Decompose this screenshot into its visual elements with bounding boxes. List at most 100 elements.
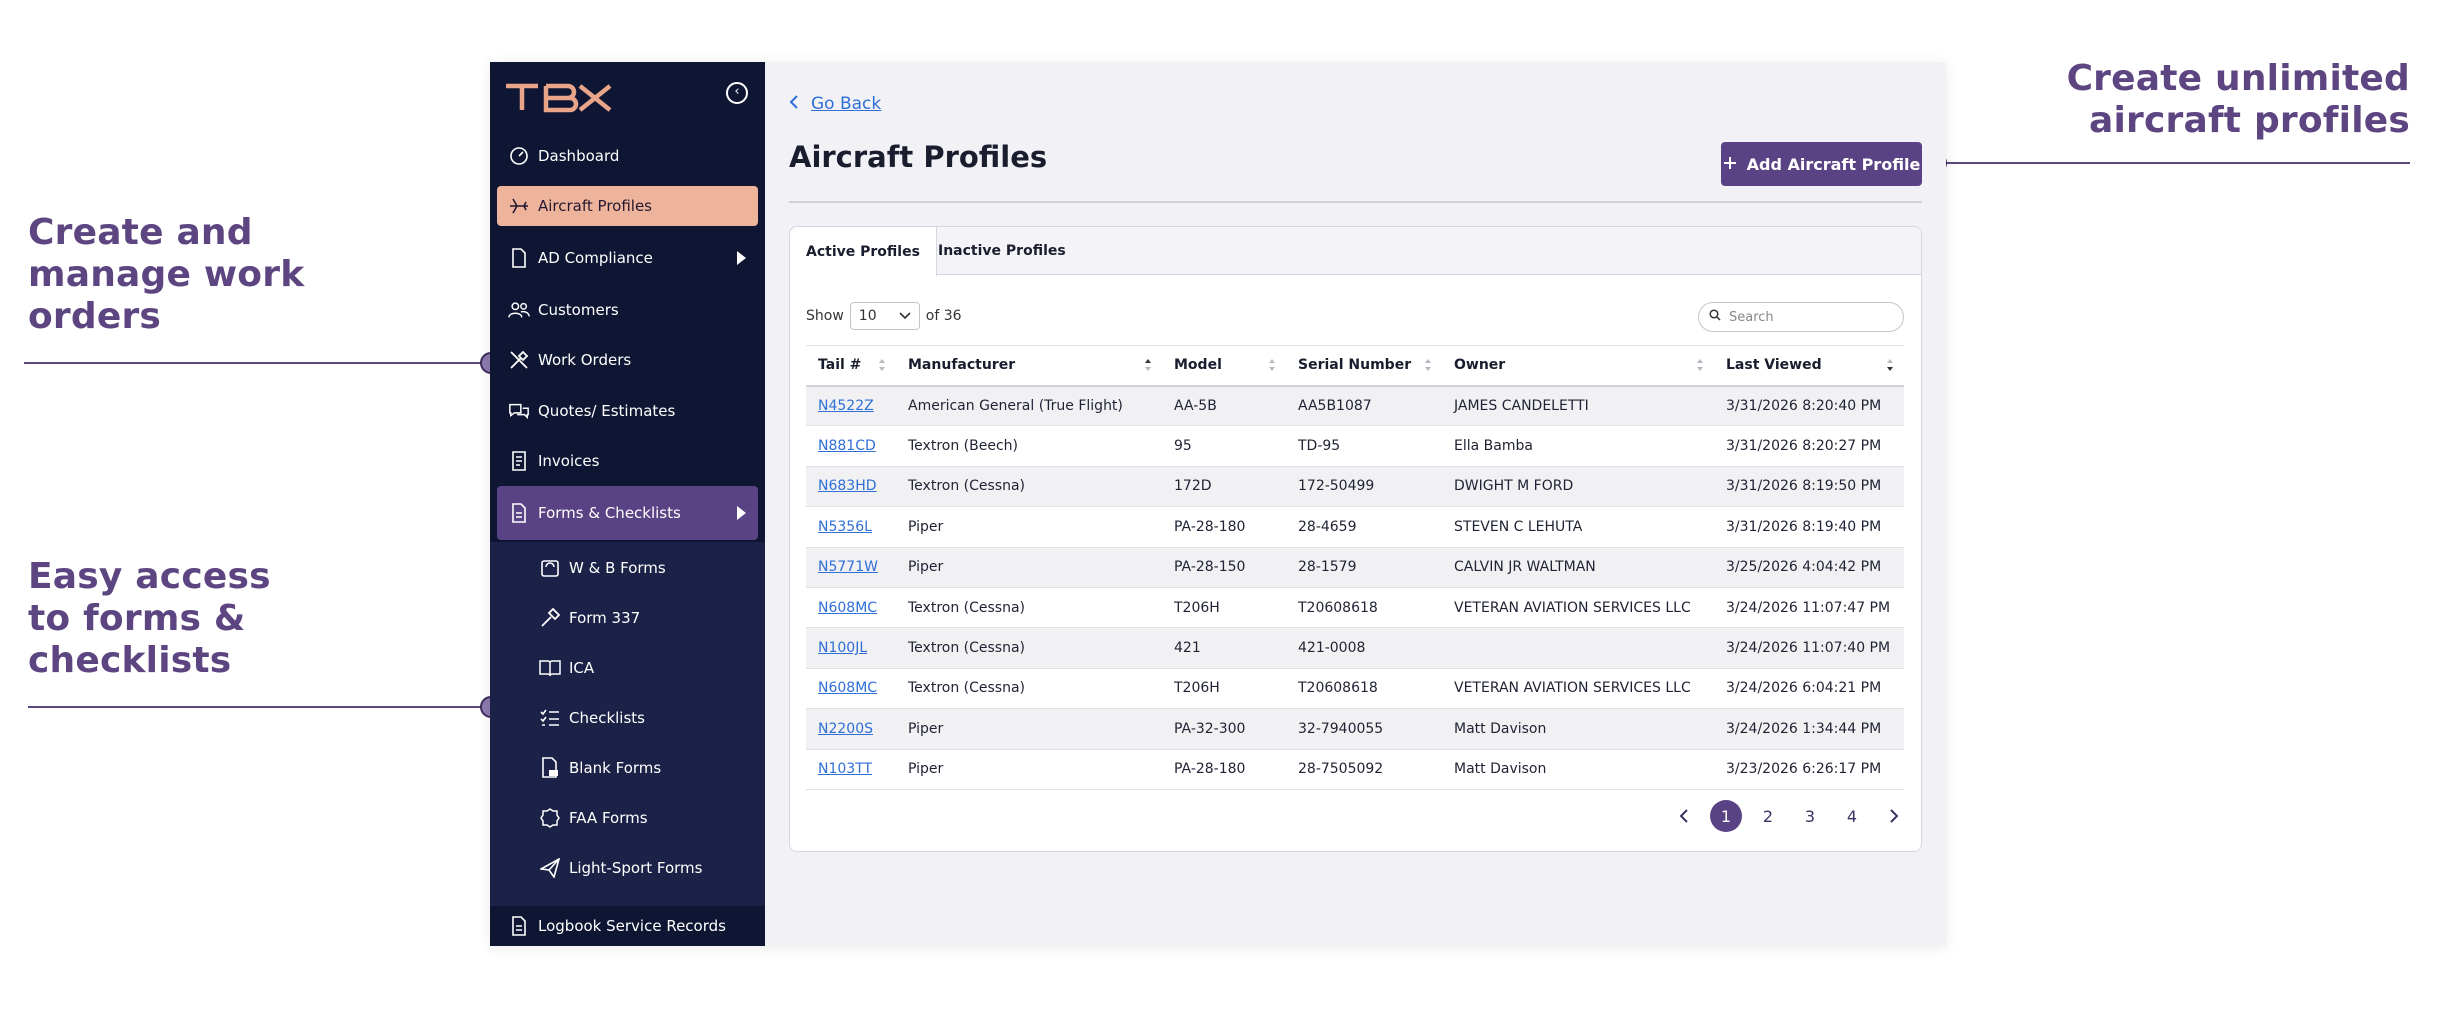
sidebar-item-logbook[interactable]: Logbook Service Records [497,906,758,946]
sidebar-subitem-light-sport[interactable]: Light-Sport Forms [528,848,748,888]
tail-number-link[interactable]: N100JL [818,640,868,657]
table-row[interactable]: N100JL Textron (Cessna) 421 421-0008 3/24/20… [806,627,1904,669]
chevron-down-icon [899,308,911,324]
table-cell-last-viewed: 3/24/2026 6:04:21 PM [1714,668,1904,710]
callout-work-orders: Create and manage work orders [28,212,305,337]
invoice-icon [508,450,530,472]
table-cell-model: T206H [1162,587,1286,629]
tail-number-link[interactable]: N5771W [818,559,878,576]
table-cell-tail: N4522Z [806,385,896,427]
column-header-last-viewed[interactable]: Last Viewed [1714,345,1904,387]
divider [789,201,1922,203]
tail-number-link[interactable]: N5356L [818,518,872,535]
column-header-model[interactable]: Model [1162,345,1286,387]
sidebar-item-invoices[interactable]: Invoices [497,441,758,481]
table-row[interactable]: N5771W Piper PA-28-150 28-1579 CALVIN JR WAL… [806,547,1904,588]
go-back-label: Go Back [811,94,882,114]
table-cell-manufacturer: Piper [896,749,1162,790]
tab-inactive-profiles[interactable]: Inactive Profiles [922,227,1082,275]
sidebar-item-work-orders[interactable]: Work Orders [497,340,758,380]
sidebar-item-dashboard[interactable]: Dashboard [497,136,758,176]
sidebar-subitem-faa-forms[interactable]: FAA Forms [528,798,748,838]
sidebar-item-aircraft-profiles[interactable]: Aircraft Profiles [497,186,758,226]
caret-right-icon [737,251,746,265]
badge-icon [539,807,561,829]
table-cell-serial: TD-95 [1286,425,1442,467]
table-header-row: Tail # Manufacturer Model Serial Number Owne… [806,345,1904,387]
sort-icon [1424,358,1432,372]
sidebar-subitem-form-337[interactable]: Form 337 [528,598,748,638]
tail-number-link[interactable]: N103TT [818,761,873,778]
page-title: Aircraft Profiles [789,140,1048,174]
table-cell-owner: Matt Davison [1442,749,1714,790]
search-input[interactable]: Search [1698,302,1904,332]
sidebar-item-customers[interactable]: Customers [497,290,758,330]
search-placeholder: Search [1729,309,1774,325]
total-count: of 36 [925,308,962,324]
table-cell-tail: N881CD [806,425,896,467]
sidebar-subitem-checklists[interactable]: Checklists [528,698,748,738]
table-row[interactable]: N5356L Piper PA-28-180 28-4659 STEVEN C LEHU… [806,506,1904,548]
table-cell-last-viewed: 3/31/2026 8:19:50 PM [1714,466,1904,508]
sidebar-subitem-wb-forms[interactable]: W & B Forms [528,548,748,588]
document-icon [508,247,530,269]
page-button[interactable]: 4 [1846,806,1858,826]
tail-number-link[interactable]: N608MC [818,599,878,616]
prev-page-icon[interactable] [1668,800,1700,832]
sidebar-subitem-ica[interactable]: ICA [528,648,748,688]
column-header-tail[interactable]: Tail # [806,345,896,387]
table-cell-tail: N5771W [806,547,896,588]
sidebar: ‹ Dashboard Aircraft Profiles AD Complia… [490,62,765,946]
tbx-logo[interactable] [504,80,614,114]
users-icon [508,299,530,321]
tab-active-profiles[interactable]: Active Profiles [790,227,937,276]
table-cell-tail: N103TT [806,749,896,790]
collapse-sidebar-icon[interactable]: ‹ [726,82,748,104]
logbook-icon [508,915,530,937]
column-header-owner[interactable]: Owner [1442,345,1714,387]
table-cell-serial: 28-1579 [1286,547,1442,588]
profiles-card: Active Profiles Inactive Profiles Show 1… [789,226,1922,852]
table-row[interactable]: N4522Z American General (True Flight) AA-5… [806,385,1904,427]
sidebar-item-forms-checklists[interactable]: Forms & Checklists [497,486,758,540]
sidebar-subitem-blank-forms[interactable]: Blank Forms [528,748,748,788]
table-cell-model: 95 [1162,425,1286,467]
table-row[interactable]: N881CD Textron (Beech) 95 TD-95 Ella Bamba 3/… [806,425,1904,467]
tail-number-link[interactable]: N608MC [818,680,878,697]
page-button[interactable]: 1 [1710,800,1742,832]
tail-number-link[interactable]: N4522Z [818,397,874,414]
tools-icon [508,349,530,371]
page-button[interactable]: 3 [1804,806,1816,826]
page-size-control: Show 10 of 36 [806,302,962,330]
column-header-manufacturer[interactable]: Manufacturer [896,345,1162,387]
table-row[interactable]: N683HD Textron (Cessna) 172D 172-50499 DWIGH… [806,466,1904,508]
column-header-label: Tail # [818,357,862,374]
column-header-serial[interactable]: Serial Number [1286,345,1442,387]
table-cell-last-viewed: 3/23/2026 6:26:17 PM [1714,749,1904,790]
table-row[interactable]: N608MC Textron (Cessna) T206H T20608618 VETE… [806,668,1904,710]
hammer-icon [539,607,561,629]
page-size-select[interactable]: 10 [849,302,920,330]
tail-number-link[interactable]: N683HD [818,478,877,495]
sidebar-item-label: Customers [538,301,619,319]
page-button[interactable]: 2 [1762,806,1774,826]
table-row[interactable]: N608MC Textron (Cessna) T206H T20608618 VETE… [806,587,1904,629]
sidebar-item-label: Forms & Checklists [538,504,681,522]
plane-icon [508,195,530,217]
next-page-icon[interactable] [1878,800,1910,832]
tail-number-link[interactable]: N2200S [818,720,873,737]
show-label: Show [806,308,844,324]
sidebar-item-ad-compliance[interactable]: AD Compliance [497,238,758,278]
add-aircraft-profile-button[interactable]: Add Aircraft Profile [1721,142,1922,186]
sidebar-item-quotes[interactable]: Quotes/ Estimates [497,391,758,431]
table-row[interactable]: N2200S Piper PA-32-300 32-7940055 Matt Davis… [806,708,1904,750]
go-back-link[interactable]: Go Back [789,94,881,114]
table-cell-owner [1442,627,1714,669]
table-cell-owner: Matt Davison [1442,708,1714,750]
callout-line [1946,162,2410,164]
tail-number-link[interactable]: N881CD [818,438,876,455]
table-cell-model: AA-5B [1162,385,1286,427]
table-cell-tail: N5356L [806,506,896,548]
table-row[interactable]: N103TT Piper PA-28-180 28-7505092 Matt Davis… [806,749,1904,790]
